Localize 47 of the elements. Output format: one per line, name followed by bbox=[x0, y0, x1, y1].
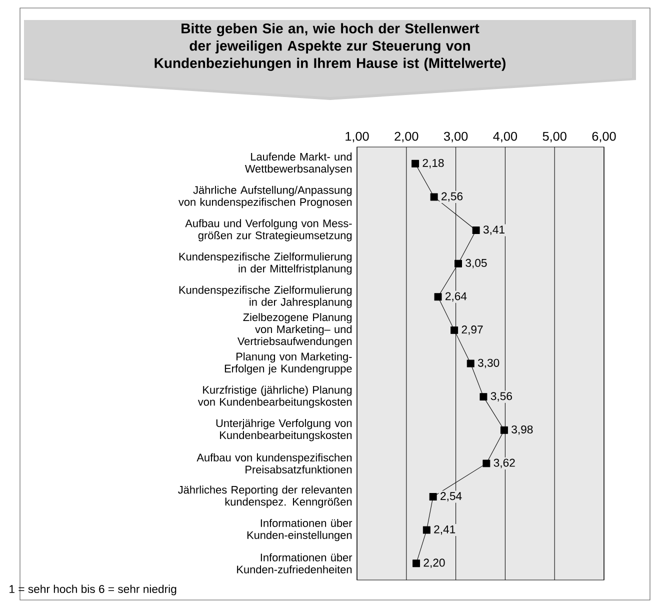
x-tick-label: 2,00 bbox=[394, 132, 418, 142]
data-label: 2,97 bbox=[462, 326, 483, 335]
point bbox=[466, 360, 474, 368]
y-tick-label: Planung von Marketing-Erfolgen je Kundengruppe bbox=[224, 352, 352, 375]
y-tick-label: Kundenspezifische Zielformulierung in der Mittelfristplanung bbox=[179, 252, 352, 275]
data-label: 3,56 bbox=[490, 392, 512, 402]
point bbox=[429, 492, 437, 500]
point bbox=[472, 226, 480, 234]
point bbox=[430, 193, 438, 201]
data-label: 3,98 bbox=[512, 425, 533, 435]
data-label: 2,20 bbox=[424, 558, 445, 568]
x-tick-label: 5,00 bbox=[542, 132, 566, 142]
x-tick-label: 1,00 bbox=[346, 132, 369, 142]
x-tick-label: 3,00 bbox=[444, 132, 468, 142]
y-tick-label: Informationen über Kunden-einstellungen bbox=[247, 518, 352, 542]
y-tick-label: Unterjährige Verfolgung von Kundenbearbeitungskosten bbox=[216, 419, 352, 442]
y-tick-label: Jährliches Reporting der relevanten kundenspez. Kenngrößen bbox=[178, 486, 352, 508]
point bbox=[422, 526, 430, 534]
point bbox=[480, 393, 488, 401]
point bbox=[500, 426, 508, 434]
data-label: 3,62 bbox=[494, 458, 515, 468]
y-tick-label: Kurzfristige (jährliche) Planung von Kundenbearbeitungskosten bbox=[198, 386, 352, 408]
data-label: 2,18 bbox=[422, 158, 444, 168]
y-tick-label: Kundenspezifische Zielformulierung in der Jahresplanung bbox=[179, 286, 352, 308]
point bbox=[450, 326, 458, 334]
data-label: 2,41 bbox=[434, 525, 456, 535]
point bbox=[482, 460, 490, 468]
point bbox=[454, 260, 462, 268]
y-tick-label: Laufende Markt- und Wettbewerbsanalysen bbox=[244, 152, 352, 175]
point bbox=[412, 560, 420, 568]
y-tick-label: Jährliche Aufstellung/Anpassung von kundenspezifischen Prognosen bbox=[178, 186, 352, 208]
data-label: 3,30 bbox=[478, 358, 500, 368]
chart-title: Bitte geben Sie an, wie hoch der Stellenwert der jeweiligen Aspekte zur Steuerung von Kundenbeziehungen in Ihrem Hause ist (Mittelwerte) bbox=[154, 23, 506, 71]
y-tick-label: Zielbezogene Planung von Marketing– und Vertriebsaufwendungen bbox=[237, 313, 352, 348]
data-label: 2,56 bbox=[442, 192, 463, 202]
data-label: 2,54 bbox=[440, 492, 462, 502]
data-label: 3,05 bbox=[466, 258, 487, 268]
y-tick-label: Aufbau und Verfolgung von Mess-größen zur Strategieumsetzung bbox=[185, 219, 352, 242]
data-label: 3,41 bbox=[483, 226, 504, 235]
data-label: 2,64 bbox=[446, 292, 467, 302]
point bbox=[412, 160, 420, 168]
point bbox=[434, 293, 442, 301]
y-tick-label: Aufbau von kundenspezifischen Preisabsatzfunktionen bbox=[196, 453, 352, 474]
text: 1 = sehr hoch bis 6 = sehr niedrig bbox=[10, 584, 176, 596]
x-tick-label: 4,00 bbox=[493, 132, 518, 142]
y-tick-label: Informationen über Kunden-zufriedenheiten bbox=[237, 553, 352, 574]
x-tick-label: 6,00 bbox=[592, 132, 616, 142]
